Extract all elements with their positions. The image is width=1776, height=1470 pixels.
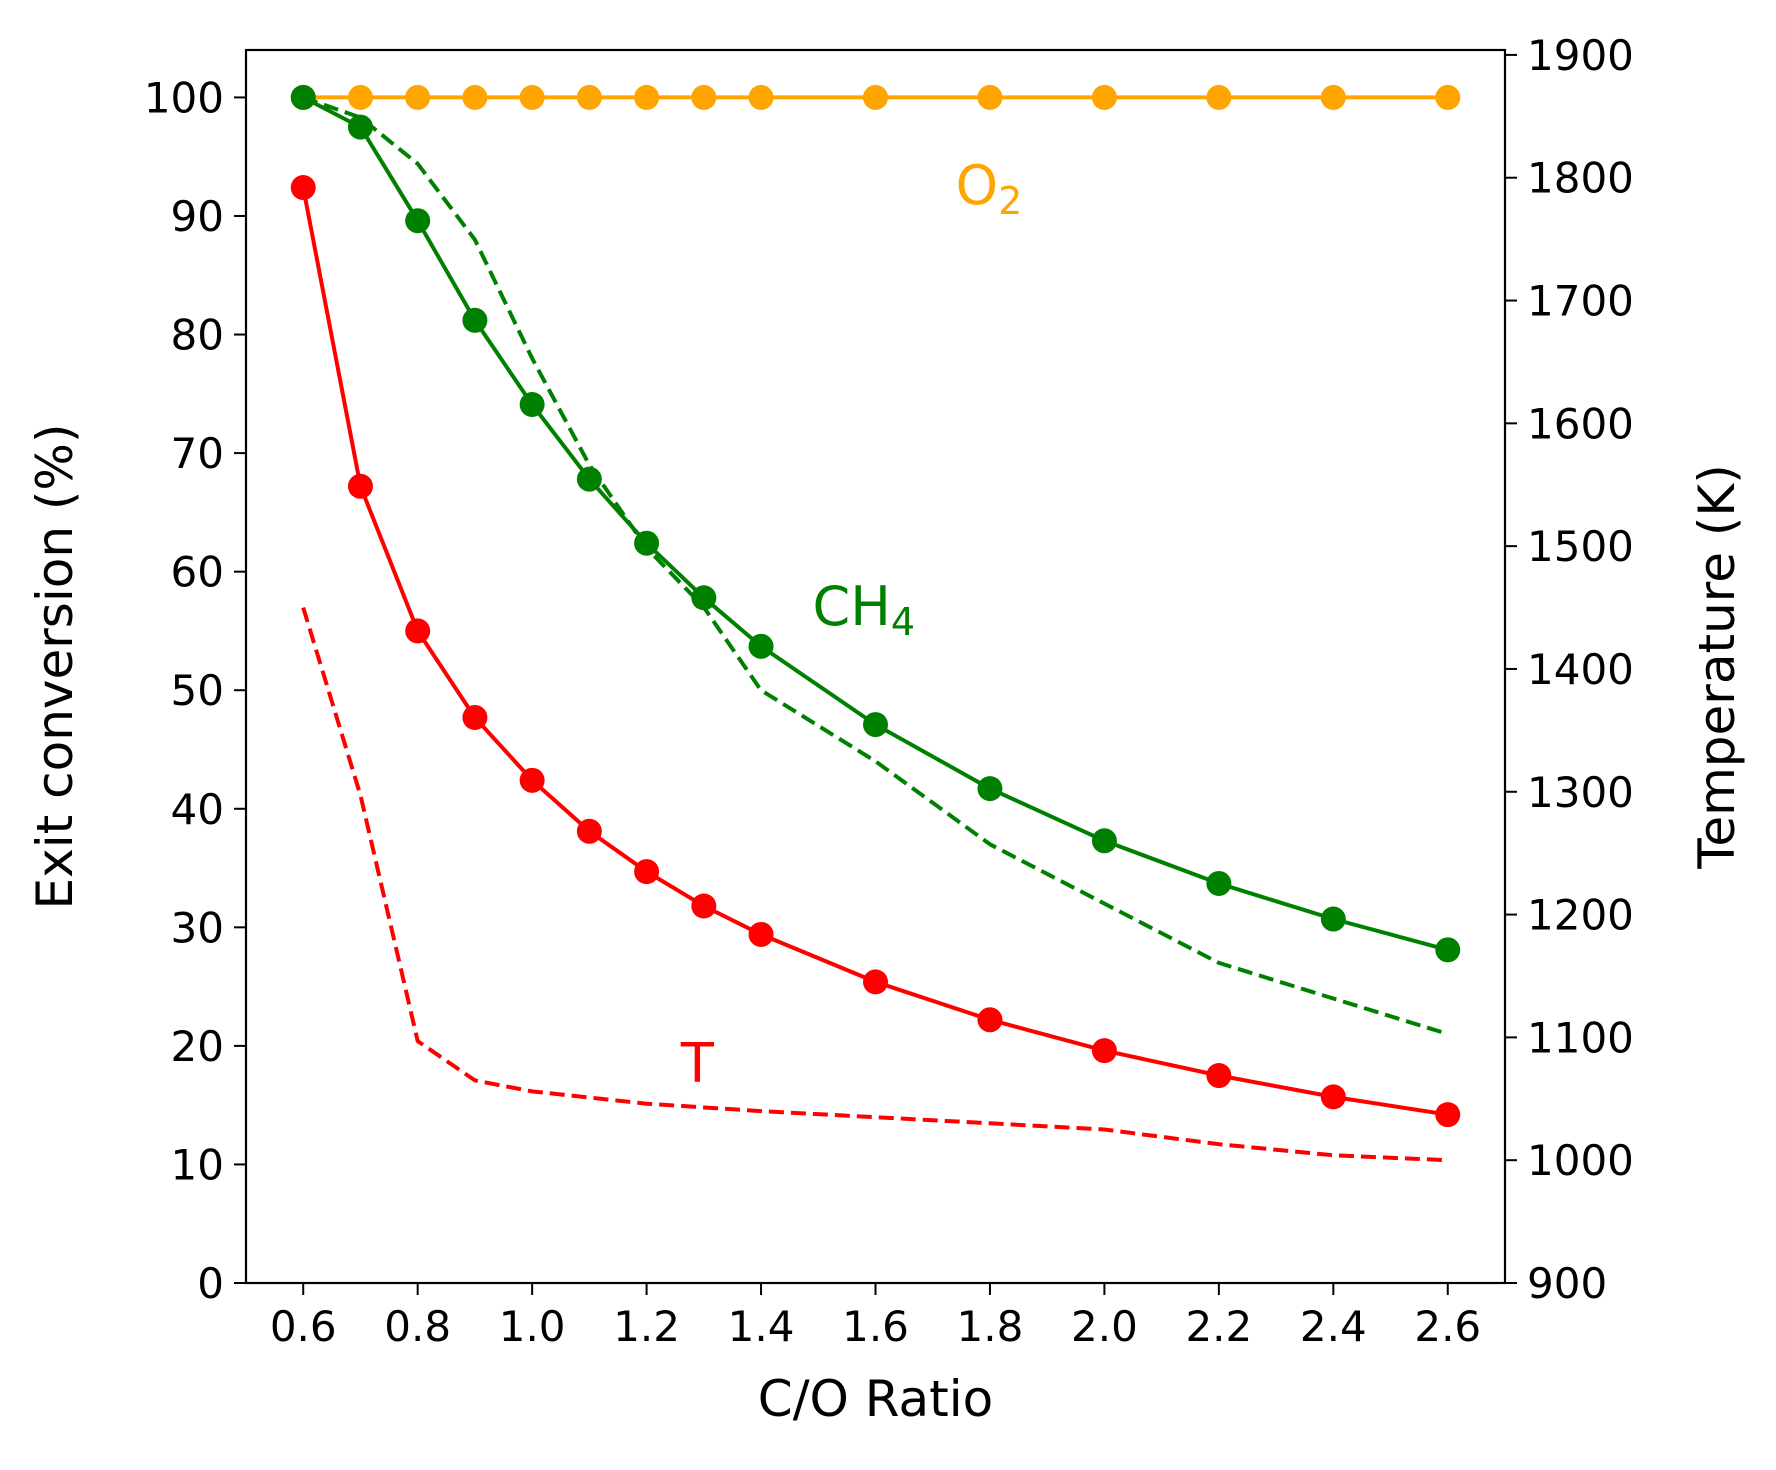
series-point-1 [1435, 937, 1461, 963]
series-point-1 [462, 307, 488, 333]
series-point-1 [1091, 828, 1117, 854]
series-point-1 [290, 84, 316, 110]
annotation-o2-main: O [956, 154, 999, 217]
annotation-ch4-main: CH [813, 575, 891, 638]
y-axis-label: Exit conversion (%) [26, 424, 84, 910]
series-point-0 [691, 84, 717, 110]
y2-axis-ticks: 900 1000 1100 1200 1300 1400 1500 1600 1700 1800 1… [1505, 31, 1634, 1308]
series-point-3 [576, 818, 602, 844]
y-tick-label: 40 [171, 785, 224, 834]
series-line-2 [302, 95, 1449, 1036]
annotation-ch4-sub: 4 [891, 600, 915, 644]
y2-axis-label: Temperature (K) [1688, 464, 1746, 869]
x-tick-label: 1.2 [613, 1302, 680, 1351]
series-point-0 [634, 84, 660, 110]
series-point-1 [576, 466, 602, 492]
series-point-3 [634, 859, 660, 885]
series-point-3 [1206, 1063, 1232, 1089]
x-tick-label: 2.0 [1071, 1302, 1138, 1351]
series-markers [290, 84, 1461, 1128]
series-point-3 [519, 767, 545, 793]
y-tick-label: 50 [171, 666, 224, 715]
series-point-1 [634, 530, 660, 556]
series-point-3 [1435, 1102, 1461, 1128]
y2-tick-label: 900 [1527, 1259, 1607, 1308]
series-point-3 [462, 704, 488, 730]
y2-tick-label: 1800 [1527, 154, 1634, 203]
annotation-t-main: T [680, 1031, 715, 1094]
y-tick-label: 70 [171, 429, 224, 478]
y-tick-label: 80 [171, 311, 224, 360]
series-point-3 [1320, 1084, 1346, 1110]
series-point-0 [748, 84, 774, 110]
x-tick-label: 0.6 [270, 1302, 337, 1351]
series-point-0 [1320, 84, 1346, 110]
series-point-1 [1320, 906, 1346, 932]
series-point-3 [977, 1007, 1003, 1033]
y2-tick-label: 1900 [1527, 31, 1634, 80]
annotation-ch4: CH4 [813, 575, 916, 644]
series-point-0 [1206, 84, 1232, 110]
y2-tick-label: 1600 [1527, 399, 1634, 448]
series-point-0 [347, 84, 373, 110]
x-tick-label: 0.8 [384, 1302, 451, 1351]
x-tick-label: 1.4 [728, 1302, 795, 1351]
plot-frame [244, 48, 1507, 1285]
y-tick-label: 20 [171, 1022, 224, 1071]
series-point-3 [347, 473, 373, 499]
series-point-0 [1091, 84, 1117, 110]
y-tick-label: 60 [171, 548, 224, 597]
y-tick-label: 10 [171, 1140, 224, 1189]
x-tick-label: 1.0 [499, 1302, 566, 1351]
series-point-1 [347, 114, 373, 140]
y2-tick-label: 1000 [1527, 1136, 1634, 1185]
series-point-1 [405, 208, 431, 234]
x-axis-ticks: 0.6 0.8 1.0 1.2 1.4 1.6 1.8 2.0 2.2 2.4 2.6 [270, 1283, 1481, 1351]
series-point-1 [977, 776, 1003, 802]
y2-tick-label: 1200 [1527, 891, 1634, 940]
series-point-3 [405, 618, 431, 644]
series-point-3 [290, 175, 316, 201]
series-point-0 [863, 84, 888, 110]
x-tick-label: 2.2 [1185, 1302, 1252, 1351]
x-tick-label: 1.8 [957, 1302, 1024, 1351]
x-axis-label: C/O Ratio [758, 1370, 993, 1428]
annotation-o2: O2 [956, 154, 1023, 223]
x-tick-label: 2.6 [1414, 1302, 1481, 1351]
series-point-1 [519, 391, 545, 417]
annotation-o2-sub: 2 [998, 179, 1022, 223]
series-point-1 [748, 633, 774, 659]
series-line-1 [302, 95, 1449, 952]
x-tick-label: 2.4 [1300, 1302, 1367, 1351]
y-tick-label: 100 [144, 73, 224, 122]
series-point-0 [462, 84, 488, 110]
series-point-0 [576, 84, 602, 110]
y2-tick-label: 1700 [1527, 277, 1634, 326]
x-tick-label: 1.6 [842, 1302, 909, 1351]
series-line-4 [301, 607, 1448, 1163]
series-point-1 [863, 712, 888, 738]
series-point-0 [977, 84, 1003, 110]
annotations: O2 CH4 T [680, 154, 1022, 1094]
series-point-3 [691, 893, 717, 919]
series-point-3 [863, 969, 888, 995]
y-tick-label: 0 [197, 1259, 224, 1308]
y-tick-label: 90 [171, 192, 224, 241]
series-point-0 [405, 84, 431, 110]
y2-tick-label: 1300 [1527, 768, 1634, 817]
annotation-t: T [680, 1031, 715, 1094]
y2-tick-label: 1100 [1527, 1013, 1634, 1062]
series-point-3 [1091, 1038, 1117, 1064]
series-point-1 [1206, 870, 1232, 896]
y2-tick-label: 1400 [1527, 645, 1634, 694]
series-point-0 [1435, 84, 1461, 110]
y2-tick-label: 1500 [1527, 522, 1634, 571]
y-axis-ticks: 0 10 20 30 40 50 60 70 80 90 100 [144, 73, 246, 1308]
series-point-1 [691, 585, 717, 611]
series-point-3 [748, 921, 774, 947]
y-tick-label: 30 [171, 903, 224, 952]
series-point-0 [519, 84, 545, 110]
